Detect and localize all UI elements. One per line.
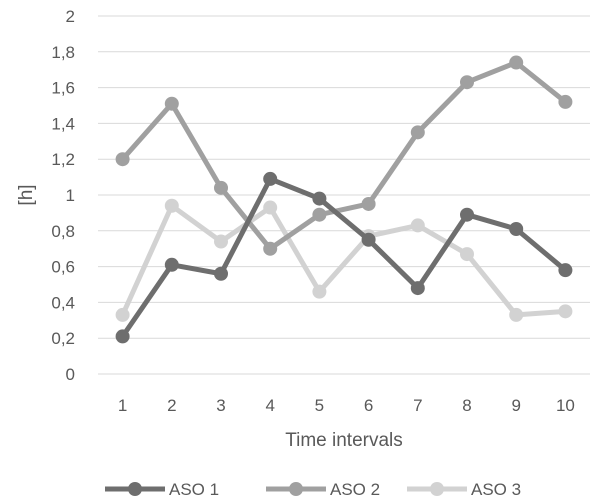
y-tick-label: 0,2	[51, 329, 75, 348]
gridlines	[98, 15, 590, 375]
data-point	[558, 304, 573, 319]
x-tick-label: 8	[462, 396, 471, 415]
data-point	[410, 218, 425, 233]
y-tick-label: 0,6	[51, 258, 75, 277]
data-point	[115, 152, 130, 167]
data-point	[361, 196, 376, 211]
legend-item: ASO 3	[407, 480, 521, 499]
x-tick-label: 9	[511, 396, 520, 415]
data-point	[460, 247, 474, 262]
data-point	[214, 180, 228, 195]
data-point	[509, 307, 524, 322]
x-tick-label: 6	[364, 396, 373, 415]
series-line	[120, 203, 566, 318]
legend-marker	[289, 482, 303, 496]
data-point	[164, 198, 179, 213]
data-point	[263, 171, 278, 186]
data-point	[263, 241, 278, 256]
y-tick-label: 0	[66, 365, 75, 384]
legend-label: ASO 1	[169, 480, 219, 499]
data-point	[460, 207, 474, 222]
y-tick-label: 2	[66, 7, 75, 26]
y-tick-label: 0,8	[51, 222, 75, 241]
legend-marker	[128, 482, 142, 496]
data-point	[410, 125, 425, 140]
legend-marker	[430, 482, 444, 496]
x-tick-label: 5	[315, 396, 324, 415]
data-point	[509, 55, 524, 70]
series-2	[115, 55, 573, 256]
data-point	[263, 200, 278, 215]
y-tick-label: 1,2	[51, 150, 75, 169]
data-point	[164, 257, 179, 272]
data-point	[312, 191, 327, 206]
legend-item: ASO 1	[105, 480, 219, 499]
legend-label: ASO 3	[471, 480, 521, 499]
y-tick-label: 1,6	[51, 79, 75, 98]
legend-label: ASO 2	[330, 480, 380, 499]
y-tick-label: 1,8	[51, 43, 75, 62]
series-line	[120, 176, 568, 338]
data-point	[460, 75, 474, 90]
x-tick-label: 7	[413, 396, 422, 415]
y-tick-label: 0,4	[51, 293, 75, 312]
series-line	[120, 60, 567, 252]
data-point	[115, 307, 130, 322]
x-tick-label: 1	[118, 396, 127, 415]
data-point	[164, 96, 179, 111]
data-point	[410, 281, 425, 296]
series-1	[115, 171, 573, 344]
data-point	[361, 232, 376, 247]
x-tick-label: 10	[556, 396, 575, 415]
x-axis-label: Time intervals	[285, 430, 403, 451]
data-point	[558, 263, 573, 278]
x-tick-label: 4	[265, 396, 274, 415]
legend-item: ASO 2	[266, 480, 380, 499]
y-tick-label: 1	[66, 186, 75, 205]
data-point	[558, 94, 573, 109]
data-point	[115, 329, 130, 344]
x-tick-labels: 1 2 3 4 5 6 7 8 9 10	[118, 396, 575, 415]
legend: ASO 1 ASO 2 ASO 3	[105, 480, 521, 499]
data-point	[312, 207, 327, 222]
y-axis-label: [h]	[16, 184, 37, 205]
data-point	[214, 234, 228, 249]
data-point	[214, 266, 228, 281]
y-tick-labels: 0 0,2 0,4 0,6 0,8 1 1,2 1,4 1,6 1,8 2	[51, 7, 75, 384]
x-tick-label: 3	[216, 396, 225, 415]
x-tick-label: 2	[167, 396, 176, 415]
series-3	[115, 198, 573, 322]
y-tick-label: 1,4	[51, 114, 75, 133]
data-point	[509, 222, 524, 237]
data-point	[312, 284, 327, 299]
series-group	[115, 55, 573, 344]
